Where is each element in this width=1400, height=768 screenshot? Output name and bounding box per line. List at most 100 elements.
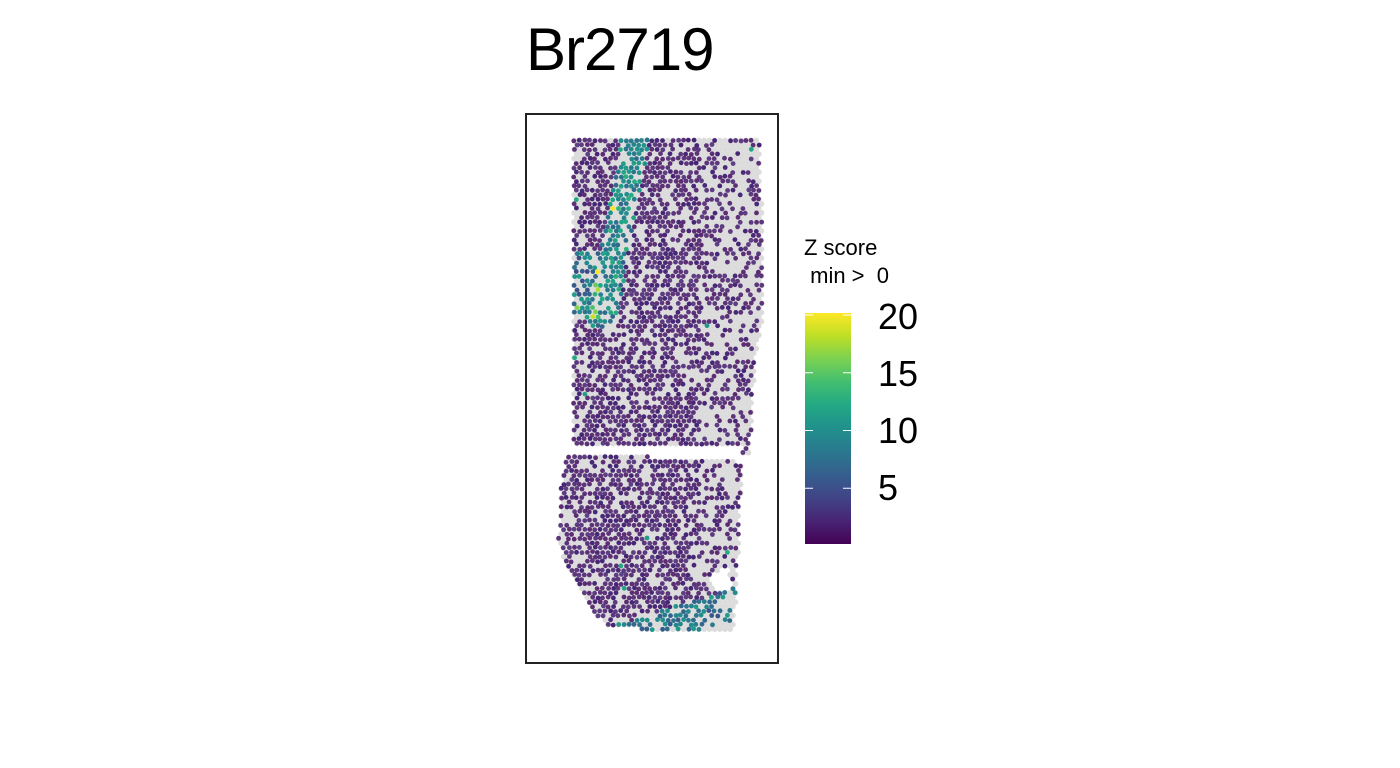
background-spot — [719, 422, 726, 429]
data-spot — [636, 242, 642, 248]
background-spot — [659, 436, 666, 442]
data-spot — [753, 229, 759, 234]
data-spot — [720, 277, 725, 283]
background-spot — [610, 486, 617, 492]
data-spot — [680, 283, 686, 288]
data-spot — [660, 346, 666, 352]
data-spot — [707, 228, 712, 234]
background-spot — [602, 499, 609, 506]
background-spot — [703, 395, 710, 402]
data-spot — [740, 386, 746, 392]
background-spot — [667, 187, 674, 194]
data-spot — [684, 323, 689, 329]
background-spot — [727, 146, 734, 153]
data-spot — [647, 350, 652, 356]
background-spot — [657, 350, 663, 357]
data-spot — [621, 377, 626, 383]
background-spot — [706, 264, 713, 271]
data-spot — [748, 300, 754, 306]
background-spot — [633, 354, 640, 361]
data-spot — [660, 246, 666, 252]
background-spot — [688, 305, 695, 311]
background-spot — [714, 259, 721, 266]
data-spot — [637, 324, 642, 329]
data-spot — [741, 377, 746, 383]
data-spot — [631, 160, 637, 166]
background-spot — [688, 567, 695, 574]
background-spot — [573, 214, 580, 221]
background-spot — [716, 381, 723, 388]
background-spot — [579, 458, 585, 465]
data-spot — [627, 287, 632, 293]
background-spot — [644, 418, 650, 424]
background-spot — [706, 553, 713, 560]
data-spot — [631, 250, 637, 256]
data-spot — [756, 188, 762, 193]
background-spot — [716, 255, 723, 261]
background-spot — [732, 219, 739, 225]
data-spot — [756, 233, 761, 238]
background-spot — [742, 318, 749, 325]
background-spot — [742, 309, 749, 316]
data-spot — [607, 346, 613, 352]
data-spot — [686, 346, 692, 351]
data-spot — [657, 160, 662, 166]
data-spot — [691, 282, 696, 288]
data-spot — [686, 282, 692, 288]
background-spot — [735, 513, 741, 519]
data-spot — [676, 265, 681, 271]
background-spot — [628, 237, 635, 244]
background-spot — [576, 427, 583, 433]
data-spot — [634, 364, 639, 370]
background-spot — [745, 368, 752, 375]
data-spot — [686, 155, 692, 161]
data-spot — [592, 192, 598, 198]
data-spot — [634, 165, 640, 171]
data-spot — [615, 250, 621, 256]
background-spot — [683, 214, 689, 221]
background-spot — [612, 499, 619, 506]
data-spot — [637, 250, 642, 256]
background-spot — [579, 205, 585, 212]
background-spot — [729, 522, 736, 528]
data-spot — [597, 355, 603, 361]
data-spot — [694, 260, 699, 266]
background-spot — [732, 571, 739, 578]
background-spot — [636, 368, 643, 375]
data-spot — [642, 350, 647, 356]
background-spot — [646, 467, 653, 474]
background-spot — [729, 368, 736, 375]
background-spot — [659, 191, 666, 198]
data-spot — [628, 174, 634, 180]
data-spot — [600, 196, 606, 202]
background-spot — [735, 350, 741, 357]
background-spot — [597, 463, 604, 470]
data-spot — [670, 192, 675, 198]
background-spot — [714, 467, 721, 474]
background-spot — [644, 526, 650, 533]
data-spot — [663, 368, 668, 374]
background-spot — [581, 499, 588, 506]
background-spot — [664, 363, 671, 370]
data-spot — [614, 228, 619, 234]
data-spot — [663, 341, 669, 347]
data-spot — [610, 187, 616, 193]
data-spot — [602, 337, 608, 343]
background-spot — [719, 467, 726, 474]
background-spot — [714, 476, 721, 483]
data-spot — [595, 405, 600, 410]
background-spot — [701, 481, 708, 488]
background-spot — [714, 277, 721, 284]
background-spot — [729, 567, 736, 574]
data-spot — [748, 255, 754, 261]
data-spot — [704, 296, 710, 302]
data-spot — [626, 269, 631, 275]
background-spot — [758, 318, 765, 325]
background-spot — [735, 232, 741, 239]
data-spot — [615, 269, 621, 275]
data-spot — [621, 296, 627, 301]
data-spot — [626, 151, 632, 157]
background-spot — [755, 332, 762, 338]
data-spot — [725, 259, 730, 265]
background-spot — [683, 232, 689, 239]
